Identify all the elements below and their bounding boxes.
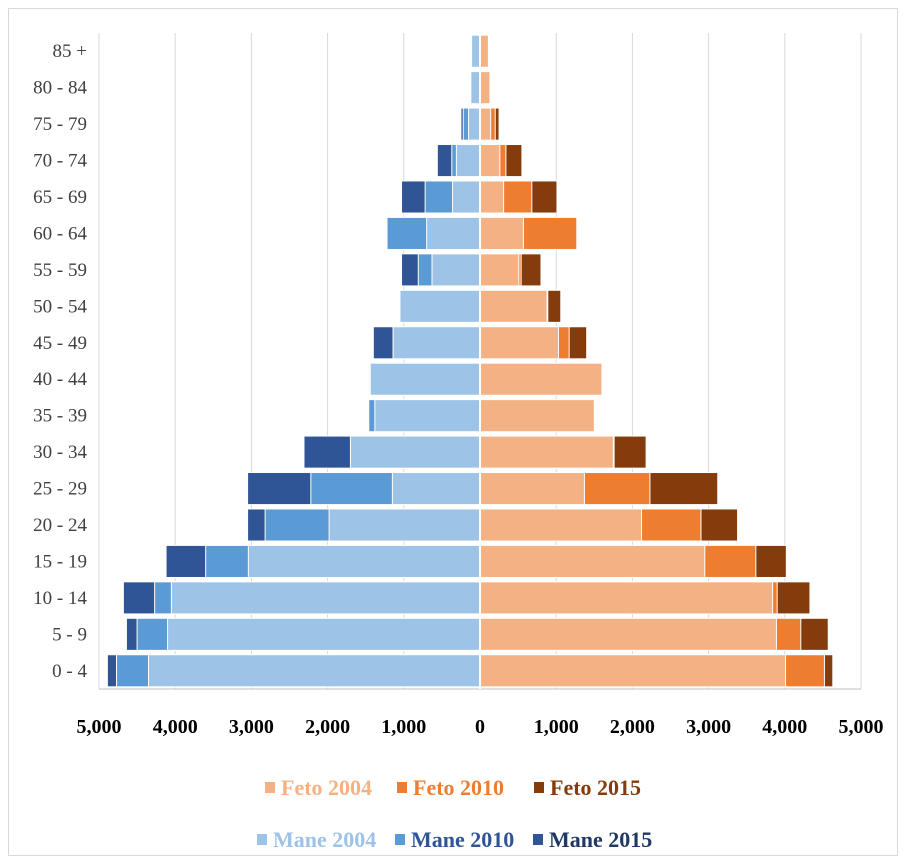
bar-feto-2004: [479, 144, 501, 178]
bar-feto-2004: [479, 34, 489, 68]
age-group-label: 70 - 74: [33, 151, 87, 172]
bar-mane-2004: [392, 326, 481, 360]
bar-feto-2004: [479, 71, 491, 105]
legend-item: Mane 2004: [257, 827, 376, 852]
x-tick-labels: 5,000 4,000 3,000 2,000 1,000 0 1,000 2,000 3,00…: [77, 716, 884, 738]
legend-label: Mane 2015: [549, 827, 652, 852]
bar-feto-2004: [479, 399, 595, 433]
legend-swatch: [257, 834, 267, 845]
legend-item: Mane 2010: [395, 827, 514, 852]
legend-item: Feto 2010: [397, 775, 504, 800]
x-tick-label: 1,000: [381, 716, 426, 738]
legend-swatch: [534, 782, 544, 793]
legend-swatch: [395, 834, 405, 845]
chart-frame: 0 - 4 5 - 9 10 - 14 15 - 19 20 - 24 25 - 29 30…: [8, 8, 898, 856]
bars: [106, 34, 834, 688]
legend-label: Mane 2010: [411, 827, 514, 852]
bar-feto-2004: [479, 289, 548, 323]
age-group-label: 85 +: [53, 41, 87, 62]
x-tick-label: 2,000: [610, 716, 655, 738]
legend-swatch: [265, 782, 275, 793]
legend-label: Feto 2015: [550, 775, 641, 800]
legend-item: Mane 2015: [533, 827, 652, 852]
legend-label: Feto 2004: [281, 775, 372, 800]
age-group-label: 80 - 84: [33, 78, 87, 99]
age-group-label: 0 - 4: [52, 661, 87, 682]
age-group-label: 5 - 9: [52, 624, 87, 645]
bar-mane-2004: [349, 435, 481, 469]
age-group-label: 15 - 19: [33, 551, 87, 572]
bar-feto-2004: [479, 107, 492, 141]
bar-mane-2004: [471, 34, 481, 68]
x-tick-label: 2,000: [305, 716, 350, 738]
bar-feto-2004: [479, 544, 706, 578]
x-tick-label: 4,000: [153, 716, 198, 738]
x-tick-label: 3,000: [686, 716, 731, 738]
age-group-label: 45 - 49: [33, 333, 87, 354]
age-group-label: 50 - 54: [33, 296, 87, 317]
x-tick-label: 3,000: [229, 716, 274, 738]
bar-feto-2004: [479, 216, 524, 250]
legend-item: Feto 2004: [265, 775, 372, 800]
age-group-label: 30 - 34: [33, 442, 87, 463]
bar-mane-2004: [399, 289, 481, 323]
age-group-label: 55 - 59: [33, 260, 87, 281]
age-group-label: 35 - 39: [33, 406, 87, 427]
x-tick-label: 5,000: [77, 716, 122, 738]
bar-mane-2004: [426, 216, 481, 250]
bar-feto-2004: [479, 472, 585, 506]
age-group-label: 10 - 14: [33, 588, 87, 609]
bar-mane-2004: [455, 144, 481, 178]
bar-feto-2004: [479, 617, 777, 651]
bar-feto-2004: [479, 253, 520, 287]
age-group-label: 25 - 29: [33, 479, 87, 500]
bar-feto-2004: [479, 362, 603, 396]
bar-feto-2004: [479, 654, 787, 688]
age-group-label: 65 - 69: [33, 187, 87, 208]
x-tick-label: 1,000: [534, 716, 579, 738]
bar-mane-2004: [247, 544, 481, 578]
age-group-label: 20 - 24: [33, 515, 87, 536]
bar-mane-2004: [452, 180, 481, 214]
bar-mane-2004: [470, 71, 481, 105]
bar-feto-2004: [479, 326, 559, 360]
bar-feto-2004: [479, 508, 643, 542]
legend-item: Feto 2015: [534, 775, 641, 800]
age-group-label: 40 - 44: [33, 369, 87, 390]
bar-mane-2004: [374, 399, 481, 433]
legend-swatch: [533, 834, 543, 845]
age-group-label: 75 - 79: [33, 114, 87, 135]
legend-label: Feto 2010: [413, 775, 504, 800]
bar-feto-2004: [479, 435, 614, 469]
bar-feto-2004: [479, 180, 505, 214]
bar-mane-2004: [328, 508, 481, 542]
age-group-label: 60 - 64: [33, 223, 87, 244]
axes: [99, 33, 861, 690]
gridlines: [98, 33, 862, 689]
bar-mane-2004: [170, 581, 481, 615]
bar-mane-2004: [391, 472, 481, 506]
x-tick-label: 5,000: [839, 716, 884, 738]
bar-mane-2004: [167, 617, 481, 651]
legend: Feto 2004 Feto 2010 Feto 2015 Mane 2004 Mane…: [257, 775, 652, 852]
legend-swatch: [397, 782, 407, 793]
bar-mane-2004: [148, 654, 481, 688]
x-tick-label: 0: [475, 716, 485, 738]
x-tick-label: 4,000: [762, 716, 807, 738]
bar-mane-2004: [431, 253, 481, 287]
age-group-labels: 0 - 4 5 - 9 10 - 14 15 - 19 20 - 24 25 - 29 30…: [33, 41, 87, 682]
legend-label: Mane 2004: [273, 827, 376, 852]
bar-mane-2004: [369, 362, 481, 396]
population-pyramid-chart: 0 - 4 5 - 9 10 - 14 15 - 19 20 - 24 25 - 29 30…: [33, 33, 884, 852]
bar-mane-2004: [468, 107, 481, 141]
bar-feto-2004: [479, 581, 774, 615]
